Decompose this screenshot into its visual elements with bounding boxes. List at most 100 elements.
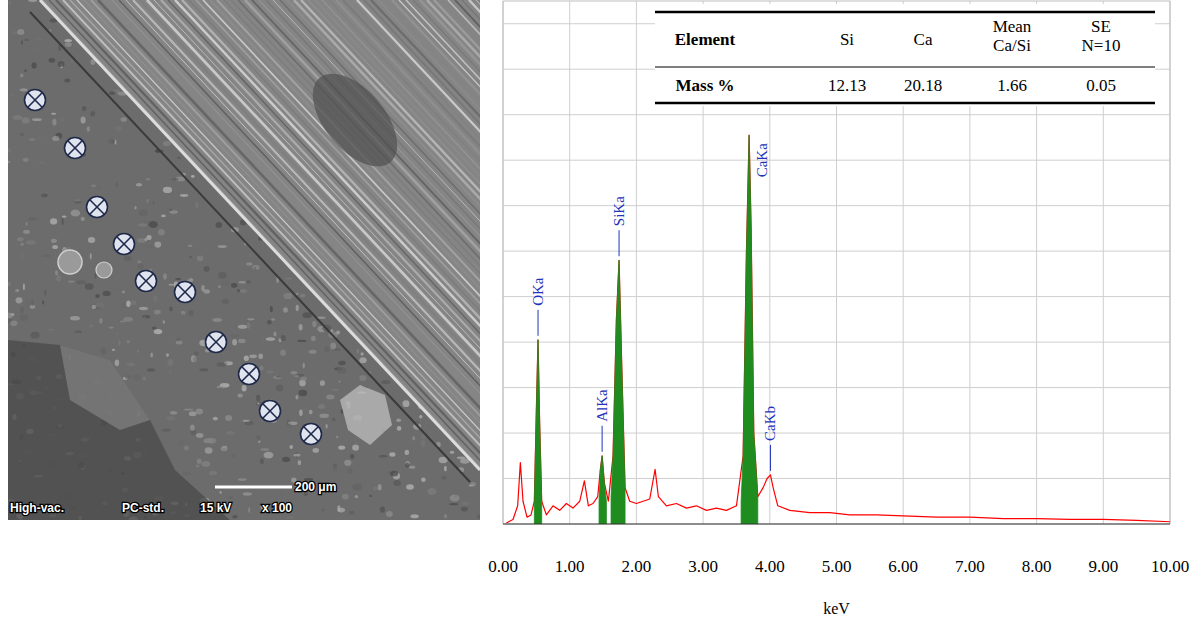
texture-grain (201, 461, 210, 467)
texture-grain (442, 476, 447, 480)
x-tick-label: 7.00 (955, 557, 985, 576)
texture-grain (120, 321, 126, 323)
texture-grain (239, 281, 247, 283)
texture-grain (389, 452, 395, 456)
texture-grain (421, 478, 426, 482)
texture-grain (139, 209, 148, 216)
peak-label: AlKa (594, 389, 610, 422)
texture-grain (285, 277, 292, 279)
texture-grain (9, 2, 12, 5)
fiber-streak (161, 0, 480, 470)
table-rule (655, 66, 1155, 67)
texture-grain (21, 40, 23, 45)
texture-grain (163, 141, 171, 146)
grid-line-x (1170, 1, 1171, 524)
fiber-streak (231, 0, 480, 470)
x-tick-label: 2.00 (622, 557, 652, 576)
spot-circle (65, 138, 86, 159)
texture-grain (378, 484, 382, 491)
texture-grain (60, 118, 64, 123)
texture-grain (221, 281, 230, 287)
texture-grain (176, 340, 183, 344)
peak-leader (619, 230, 620, 256)
spot-cross (263, 404, 277, 418)
table-header-line: SE (1091, 17, 1111, 36)
texture-grain (219, 491, 221, 494)
texture-grain (330, 343, 336, 350)
table: ElementSiCaMeanCa/SiSEN=10Mass %12.1320.… (655, 4, 1155, 106)
x-tick-label: 5.00 (822, 557, 852, 576)
texture-grain (204, 289, 210, 293)
texture-grain (246, 262, 253, 265)
texture-grain (360, 352, 363, 355)
frame-top (503, 1, 1170, 2)
table-cell: 12.13 (828, 76, 866, 95)
grid-line-y (503, 342, 1170, 343)
table-cell: 0.05 (1086, 76, 1116, 95)
texture-grain (21, 243, 24, 247)
peak-label: CaKb (763, 406, 779, 441)
texture-grain (405, 450, 410, 455)
texture-grain (221, 447, 228, 452)
texture-grain (387, 471, 391, 473)
texture-grain (187, 172, 197, 174)
fiber-edge (40, 0, 480, 470)
texture-grain (64, 79, 70, 83)
texture-grain (258, 441, 261, 444)
texture-grain (430, 490, 437, 493)
texture-grain (318, 404, 325, 409)
texture-grain (299, 324, 303, 331)
grid-line-x (636, 1, 637, 524)
texture-grain (91, 185, 96, 188)
texture-grain (332, 417, 336, 422)
spot-cross (117, 237, 131, 251)
texture-grain (193, 357, 197, 363)
texture-grain (68, 280, 75, 282)
texture-grain (326, 394, 334, 399)
texture-grain (112, 349, 115, 351)
texture-grain (209, 471, 217, 475)
texture-grain (189, 256, 192, 258)
table-background (655, 4, 1155, 106)
texture-grain (355, 495, 359, 498)
texture-grain (300, 377, 307, 381)
grid-line-y (503, 433, 1170, 434)
spectrum-chart: 0.001.002.003.004.005.006.007.008.009.00… (488, 1, 1189, 617)
texture-grain (190, 424, 195, 430)
figure: High-vac.PC-std.15 kVx 100200 μm0.001.00… (0, 0, 1203, 624)
sem-image (8, 0, 480, 520)
texture-grain (208, 438, 217, 444)
texture-grain (20, 133, 24, 137)
grid-line-y (503, 251, 1170, 252)
texture-grain (290, 445, 293, 449)
texture-grain (280, 349, 286, 356)
texture-grain (17, 237, 24, 241)
texture-grain (300, 294, 306, 298)
texture-grain (249, 253, 252, 257)
texture-grain (197, 256, 204, 262)
texture-grain (8, 313, 13, 319)
texture-grain (273, 375, 281, 379)
texture-grain (64, 39, 72, 42)
texture-grain (154, 310, 161, 315)
texture-grain (218, 272, 226, 279)
spot-cross (178, 285, 192, 299)
fiber-shadow (297, 59, 414, 182)
texture-grain (153, 202, 155, 205)
texture-grain (320, 380, 325, 386)
texture-grain (267, 370, 274, 373)
texture-grain (354, 440, 359, 444)
texture-grain (134, 375, 141, 381)
fiber-streak (364, 0, 480, 470)
texture-grain (20, 74, 23, 78)
texture-grain (457, 456, 466, 459)
texture-grain (24, 39, 29, 41)
frame-left (503, 1, 504, 524)
texture-grain (338, 445, 345, 449)
texture-grain (262, 337, 265, 343)
texture-grain (82, 106, 87, 111)
spectrum-line (506, 135, 1170, 523)
texture-grain (421, 440, 426, 447)
texture-grain (291, 371, 298, 374)
texture-grain (276, 385, 284, 391)
